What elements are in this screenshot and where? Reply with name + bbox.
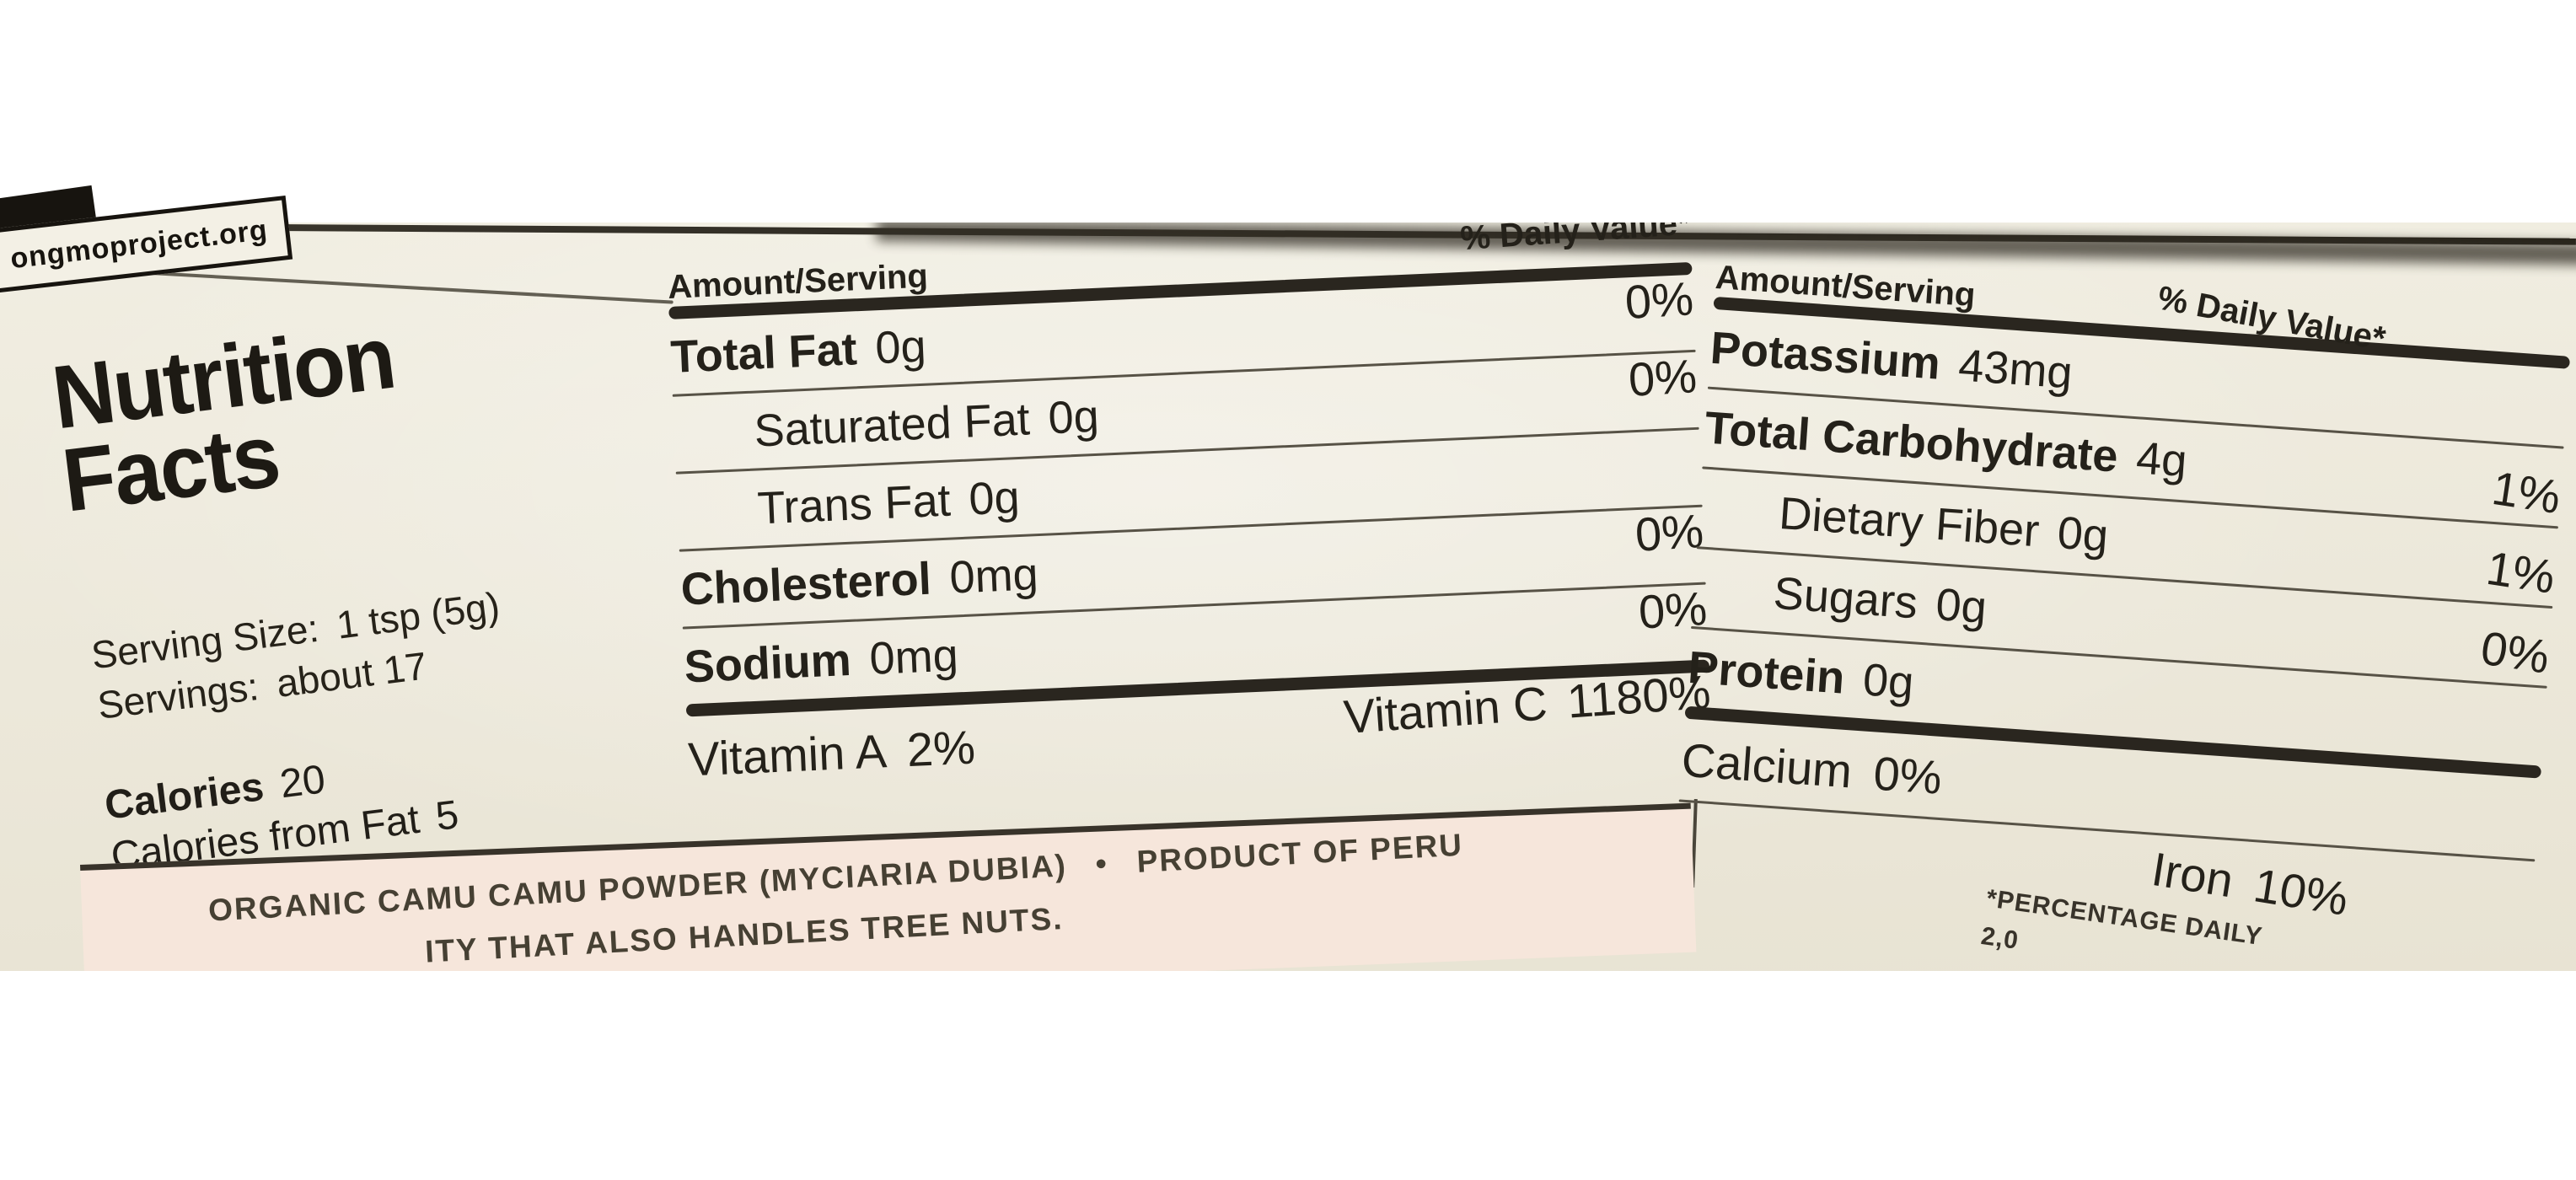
calories-value: 20 [277,757,328,807]
nutrient-name: Potassium [1709,322,1942,389]
nutrient-name: Total Carbohydrate [1703,402,2120,482]
nutrient-dv: 0% [1627,349,1699,406]
daily-value-header: % Daily Value* [1458,223,1692,258]
nutrient-name: Sugars [1772,567,1919,629]
nutrient-name: Dietary Fiber [1777,487,2042,557]
ingredients-separator: • [1094,845,1109,882]
nutrient-name: Trans Fat [756,475,952,534]
nutrient-dv: 1% [2488,460,2564,523]
nutrient-amount: 0g [2055,507,2111,562]
nutrient-amount: 4g [2134,432,2189,487]
calcium-value: 0% [1871,746,1944,804]
ingredients-origin: PRODUCT OF PERU [1135,827,1464,879]
nutrient-amount: 0g [968,471,1021,525]
nutrition-facts-title: Nutrition Facts [47,308,409,531]
nutrient-dv: 1% [2482,540,2559,603]
nutrient-amount: 0g [1934,579,1988,634]
nutrient-dv: 0% [1634,503,1705,561]
vitamin-a-value: 2% [905,720,977,776]
website-stamp-text: ongmoproject.org [8,213,270,275]
right-panel: Amount/Serving Potassium 43mg Total Carbo… [1678,243,2574,862]
nutrient-amount: 43mg [1956,340,2074,399]
vitamin-a-label: Vitamin A [687,723,888,786]
nutrient-name: Cholesterol [679,553,932,615]
iron-value: 10% [2250,858,2353,925]
nutrient-name: Saturated Fat [753,393,1031,457]
nutrient-dv: 0% [1623,271,1695,330]
nutrient-name: Total Fat [669,323,858,383]
left-panel: Nutrition Facts Serving Size: 1 tsp (5g) … [29,223,713,909]
calories-from-fat-value: 5 [433,792,462,840]
nutrient-name: Protein [1686,641,1847,704]
nutrient-amount: 0g [874,320,927,373]
serving-info: Serving Size: 1 tsp (5g) Servings: about 1… [89,581,508,731]
nutrient-amount: 0g [1861,654,1916,709]
iron-label: Iron [2148,842,2237,908]
vitamin-a: Vitamin A 2% [687,719,976,786]
nutrient-name: Sodium [683,634,852,692]
package-photo: Nutrition Facts Serving Size: 1 tsp (5g) … [0,223,2576,971]
nutrient-dv: 0% [2477,620,2553,684]
nutrient-amount: 0mg [948,548,1039,603]
nutrient-amount: 0mg [868,629,959,684]
calcium-label: Calcium [1679,732,1854,798]
middle-panel: Amount/Serving % Daily Value* Total Fat 0… [666,223,1714,801]
nutrient-amount: 0g [1047,390,1100,443]
